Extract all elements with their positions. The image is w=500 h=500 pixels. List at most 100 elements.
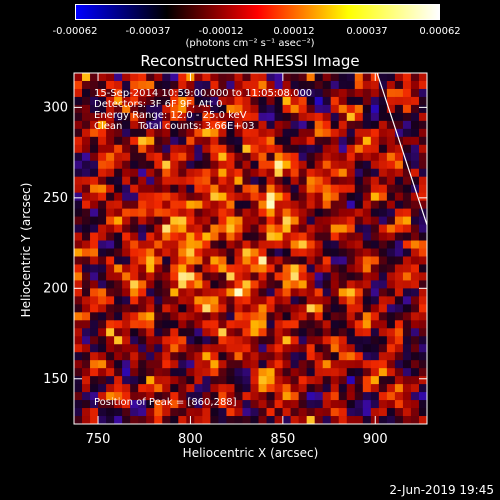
heatmap-cell bbox=[338, 216, 348, 226]
heatmap-cell bbox=[266, 264, 276, 273]
heatmap-cell bbox=[322, 80, 332, 90]
heatmap-cell bbox=[330, 80, 340, 90]
heatmap-cell bbox=[346, 160, 356, 170]
heatmap-cell bbox=[242, 320, 251, 329]
heatmap-cell bbox=[258, 176, 268, 186]
heatmap-cell bbox=[394, 328, 404, 337]
heatmap-cell bbox=[410, 232, 420, 242]
heatmap-cell bbox=[82, 104, 91, 114]
heatmap-cell bbox=[354, 232, 364, 242]
heatmap-cell bbox=[82, 416, 91, 425]
heatmap-cell bbox=[98, 104, 107, 114]
heatmap-cell bbox=[410, 144, 420, 154]
heatmap-cell bbox=[170, 80, 179, 90]
heatmap-cell bbox=[314, 352, 324, 361]
heatmap-cell bbox=[274, 312, 284, 321]
heatmap-cell bbox=[90, 304, 99, 313]
heatmap-cell bbox=[290, 160, 300, 170]
heatmap-cell bbox=[226, 288, 235, 297]
heatmap-cell bbox=[354, 152, 364, 162]
heatmap-cell bbox=[306, 192, 316, 202]
heatmap-cell bbox=[402, 176, 412, 186]
heatmap-cell bbox=[90, 96, 99, 106]
heatmap-cell bbox=[394, 200, 404, 210]
heatmap-cell bbox=[226, 264, 235, 273]
heatmap-cell bbox=[114, 168, 123, 178]
heatmap-cell bbox=[410, 288, 420, 297]
heatmap-cell bbox=[290, 296, 300, 305]
heatmap-cell bbox=[146, 216, 155, 226]
heatmap-cell bbox=[418, 384, 428, 393]
heatmap-cell bbox=[194, 248, 203, 257]
heatmap-cell bbox=[378, 184, 388, 194]
heatmap-cell bbox=[82, 384, 91, 393]
heatmap-cell bbox=[386, 416, 396, 425]
heatmap-cell bbox=[402, 136, 412, 146]
heatmap-cell bbox=[306, 312, 316, 321]
heatmap-cell bbox=[274, 120, 284, 130]
heatmap-cell bbox=[162, 280, 171, 289]
heatmap-cell bbox=[194, 224, 203, 234]
heatmap-cell bbox=[90, 200, 99, 210]
heatmap-cell bbox=[354, 408, 364, 417]
heatmap-cell bbox=[306, 200, 316, 210]
heatmap-cell bbox=[106, 312, 115, 321]
heatmap-cell bbox=[402, 200, 412, 210]
heatmap-cell bbox=[314, 104, 324, 114]
heatmap-cell bbox=[274, 80, 284, 90]
heatmap-cell bbox=[194, 136, 203, 146]
heatmap-cell bbox=[298, 80, 308, 90]
heatmap-cell bbox=[74, 304, 83, 313]
heatmap-cell bbox=[314, 208, 324, 218]
heatmap-cell bbox=[170, 176, 179, 186]
heatmap-cell bbox=[290, 416, 300, 425]
heatmap-cell bbox=[178, 320, 187, 329]
heatmap-cell bbox=[354, 128, 364, 138]
heatmap-cell bbox=[394, 216, 404, 226]
heatmap-cell bbox=[90, 152, 99, 162]
heatmap-cell bbox=[234, 400, 243, 409]
heatmap-cell bbox=[194, 280, 203, 289]
heatmap-cell bbox=[330, 256, 340, 265]
heatmap-cell bbox=[226, 184, 235, 194]
heatmap-cell bbox=[74, 200, 83, 210]
heatmap-cell bbox=[354, 360, 364, 369]
heatmap-cell bbox=[410, 344, 420, 353]
heatmap-cell bbox=[274, 328, 284, 337]
heatmap-cell bbox=[394, 240, 404, 249]
heatmap-cell bbox=[218, 200, 227, 210]
heatmap-cell bbox=[378, 312, 388, 321]
heatmap-cell bbox=[154, 312, 163, 321]
heatmap-cell bbox=[338, 200, 348, 210]
heatmap-cell bbox=[98, 248, 107, 257]
heatmap-cell bbox=[354, 176, 364, 186]
heatmap-cell bbox=[354, 224, 364, 234]
heatmap-cell bbox=[226, 104, 235, 114]
heatmap-cell bbox=[154, 224, 163, 234]
heatmap-cell bbox=[274, 184, 284, 194]
heatmap-cell bbox=[306, 216, 316, 226]
heatmap-cell bbox=[258, 184, 268, 194]
heatmap-cell bbox=[82, 136, 91, 146]
heatmap-cell bbox=[186, 192, 195, 202]
heatmap-cell bbox=[242, 328, 251, 337]
heatmap-cell bbox=[250, 352, 260, 361]
heatmap-cell bbox=[90, 272, 99, 281]
x-tick-label: 900 bbox=[363, 432, 388, 447]
heatmap-cell bbox=[378, 96, 388, 106]
heatmap-cell bbox=[146, 104, 155, 114]
heatmap-cell bbox=[402, 280, 412, 289]
heatmap-cell bbox=[418, 240, 428, 249]
heatmap-cell bbox=[234, 176, 243, 186]
heatmap-cell bbox=[314, 408, 324, 417]
heatmap-cell bbox=[146, 120, 155, 130]
heatmap-cell bbox=[186, 216, 195, 226]
y-tick-label: 200 bbox=[43, 281, 68, 296]
heatmap-cell bbox=[202, 312, 211, 321]
heatmap-cell bbox=[210, 216, 219, 226]
heatmap-cell bbox=[122, 360, 131, 369]
heatmap-cell bbox=[178, 128, 187, 138]
heatmap-cell bbox=[338, 80, 348, 90]
heatmap-cell bbox=[202, 352, 211, 361]
heatmap-cell bbox=[234, 384, 243, 393]
